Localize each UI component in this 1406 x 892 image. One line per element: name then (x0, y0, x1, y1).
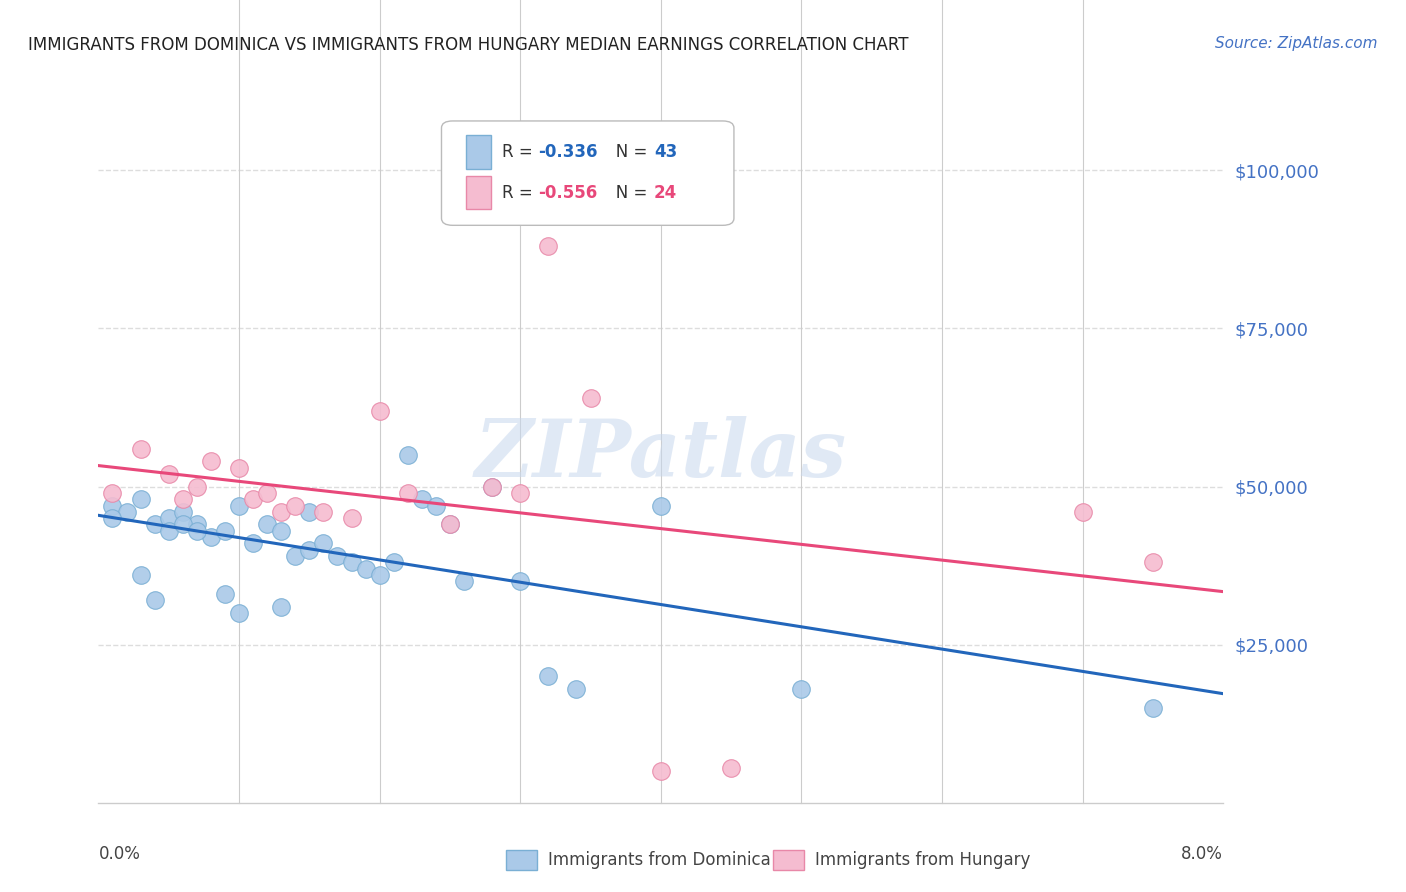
Point (129, 492, 152, 507)
Point (129, 442, 152, 456)
Point (101, 511, 124, 525)
Point (101, 486, 124, 500)
Point (1142, 701, 1164, 715)
Point (214, 587, 236, 601)
Point (242, 536, 264, 550)
Point (256, 517, 278, 532)
Point (214, 524, 236, 538)
Point (650, 499, 672, 513)
Point (312, 505, 335, 519)
Point (172, 492, 194, 507)
Point (270, 505, 292, 519)
Point (186, 479, 208, 493)
Point (228, 499, 250, 513)
Point (368, 568, 391, 582)
Point (186, 517, 208, 532)
Point (284, 499, 307, 513)
Point (200, 530, 222, 544)
Point (1142, 556, 1164, 570)
Text: 24: 24 (654, 184, 678, 202)
Text: 0.0%: 0.0% (98, 845, 141, 863)
Point (425, 499, 447, 513)
Point (270, 524, 292, 538)
Point (396, 486, 419, 500)
Point (565, 681, 588, 696)
Point (284, 549, 307, 563)
Point (256, 486, 278, 500)
Point (720, 761, 742, 775)
Text: ZIPatlas: ZIPatlas (475, 417, 846, 493)
Point (143, 593, 166, 607)
Point (439, 517, 461, 532)
Point (790, 681, 813, 696)
Point (228, 606, 250, 620)
Point (157, 524, 180, 538)
Point (270, 599, 292, 614)
Point (439, 517, 461, 532)
Point (354, 562, 377, 576)
Text: 8.0%: 8.0% (1181, 845, 1223, 863)
Point (579, 391, 602, 405)
Point (411, 492, 433, 507)
Point (537, 239, 560, 253)
Text: IMMIGRANTS FROM DOMINICA VS IMMIGRANTS FROM HUNGARY MEDIAN EARNINGS CORRELATION : IMMIGRANTS FROM DOMINICA VS IMMIGRANTS F… (28, 36, 908, 54)
Point (312, 536, 335, 550)
Point (101, 499, 124, 513)
Point (172, 517, 194, 532)
Point (143, 517, 166, 532)
Point (1071, 505, 1094, 519)
Point (326, 549, 349, 563)
Point (509, 486, 531, 500)
Point (481, 479, 503, 493)
Point (368, 403, 391, 417)
Text: -0.556: -0.556 (538, 184, 598, 202)
Point (200, 454, 222, 468)
Point (115, 505, 138, 519)
Text: R =: R = (502, 184, 538, 202)
Point (453, 574, 475, 589)
Text: 43: 43 (654, 143, 678, 161)
Point (396, 448, 419, 462)
Text: N =: N = (600, 143, 652, 161)
Point (157, 467, 180, 481)
Point (298, 505, 321, 519)
Point (186, 524, 208, 538)
Point (129, 568, 152, 582)
Point (509, 574, 531, 589)
Point (228, 460, 250, 475)
Text: Immigrants from Hungary: Immigrants from Hungary (815, 851, 1031, 869)
FancyBboxPatch shape (467, 176, 491, 210)
FancyBboxPatch shape (467, 136, 491, 169)
Point (537, 669, 560, 683)
Point (298, 542, 321, 557)
Text: Immigrants from Dominica: Immigrants from Dominica (548, 851, 770, 869)
Text: Source: ZipAtlas.com: Source: ZipAtlas.com (1215, 36, 1378, 51)
FancyBboxPatch shape (441, 121, 734, 226)
Point (340, 511, 363, 525)
Point (481, 479, 503, 493)
Point (382, 556, 405, 570)
Text: R =: R = (502, 143, 538, 161)
Point (242, 492, 264, 507)
Point (340, 556, 363, 570)
Text: -0.336: -0.336 (538, 143, 598, 161)
Text: N =: N = (600, 184, 652, 202)
Point (650, 764, 672, 779)
Point (172, 505, 194, 519)
Point (157, 511, 180, 525)
